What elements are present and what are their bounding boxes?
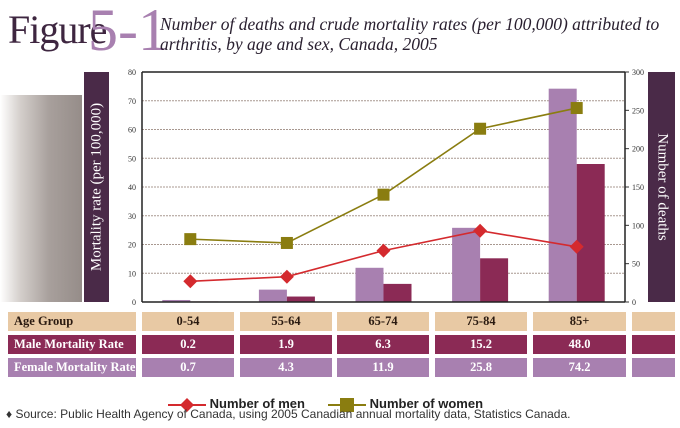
- y-tick-label: 50: [128, 154, 136, 163]
- y-tick-label: 30: [128, 212, 136, 221]
- square-marker-icon: [328, 397, 366, 412]
- figure-number: 5-1: [88, 0, 168, 63]
- bar-female: [355, 267, 384, 302]
- row-label: Female Mortality Rate: [8, 358, 136, 377]
- figure-label: Figure: [8, 7, 107, 52]
- table-cell: [632, 358, 675, 377]
- left-axis-label-box: Mortality rate (per 100,000): [84, 72, 109, 302]
- diamond-marker-icon: [168, 397, 206, 412]
- table-cell: 6.3: [337, 335, 429, 354]
- decorative-photo: [0, 95, 82, 302]
- table-cell: 65-74: [337, 312, 429, 331]
- y-tick-label: 20: [128, 241, 136, 250]
- source-note: ♦ Source: Public Health Agency of Canada…: [6, 407, 571, 421]
- table-cell: 25.8: [435, 358, 527, 377]
- bar-male: [383, 283, 412, 302]
- y-tick-label: 60: [128, 126, 136, 135]
- diamond-marker: [279, 269, 294, 284]
- table-cell: 74.2: [533, 358, 626, 377]
- y2-tick-label: 250: [632, 106, 644, 115]
- table-cell: 85+: [533, 312, 626, 331]
- bar-female: [258, 289, 287, 302]
- row-label: Male Mortality Rate: [8, 335, 136, 354]
- bar-male: [480, 258, 509, 302]
- row-label: Age Group: [8, 312, 136, 331]
- legend-women-label: Number of women: [369, 396, 484, 411]
- y2-tick-label: 200: [632, 145, 644, 154]
- y-tick-label: 80: [128, 68, 136, 77]
- bar-male: [576, 164, 605, 302]
- table-cell: [632, 335, 675, 354]
- y-tick-label: 40: [128, 183, 136, 192]
- bar-female: [162, 299, 191, 302]
- table-cell: 55-64: [240, 312, 332, 331]
- legend-men-label: Number of men: [209, 396, 305, 411]
- table-cell: 4.3: [240, 358, 332, 377]
- line-square: [190, 107, 577, 244]
- diamond-marker: [183, 274, 198, 289]
- y-tick-label: 70: [128, 97, 136, 106]
- table-cell: 15.2: [435, 335, 527, 354]
- y-tick-label: 10: [128, 269, 136, 278]
- diamond-marker: [473, 223, 488, 238]
- square-marker: [377, 188, 390, 201]
- table-cell: 48.0: [533, 335, 626, 354]
- square-marker: [474, 122, 487, 135]
- square-marker: [570, 102, 583, 115]
- y2-tick-label: 300: [632, 68, 644, 77]
- table-cell: 0.2: [142, 335, 234, 354]
- diamond-marker: [569, 239, 584, 254]
- y2-tick-label: 150: [632, 183, 644, 192]
- bar-female: [452, 227, 481, 302]
- bar-female: [548, 88, 577, 302]
- table-cell: 11.9: [337, 358, 429, 377]
- square-marker: [280, 236, 293, 249]
- table-cell: 1.9: [240, 335, 332, 354]
- figure-title: Number of deaths and crude mortality rat…: [160, 14, 660, 54]
- table-cell: [632, 312, 675, 331]
- right-axis-label-box: Number of deaths: [648, 72, 675, 302]
- bar-male: [286, 296, 315, 302]
- legend-women: Number of women: [328, 396, 483, 413]
- square-marker: [184, 233, 197, 246]
- table-cell: 75-84: [435, 312, 527, 331]
- legend-men: Number of men: [168, 396, 305, 413]
- y-tick-label: 0: [132, 298, 136, 307]
- table-cell: 0.7: [142, 358, 234, 377]
- table-cell: 0-54: [142, 312, 234, 331]
- y2-tick-label: 0: [632, 298, 636, 307]
- y2-tick-label: 50: [632, 260, 640, 269]
- diamond-marker: [376, 243, 391, 258]
- y2-tick-label: 100: [632, 221, 644, 230]
